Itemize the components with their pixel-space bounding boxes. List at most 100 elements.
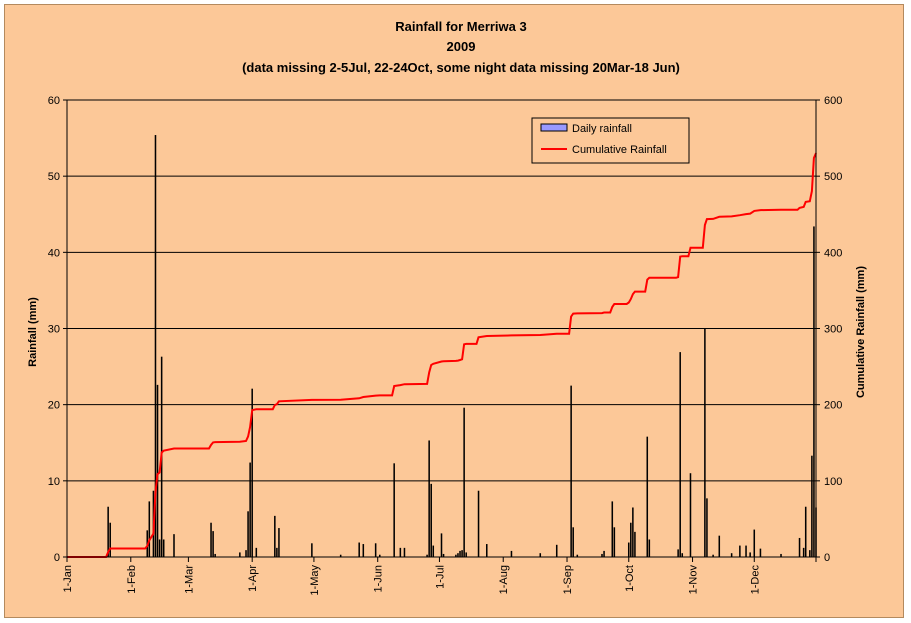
daily-rainfall-bar [399,547,402,557]
daily-rainfall-bar [212,531,214,557]
daily-rainfall-bar [339,554,342,557]
daily-rainfall-bar [648,539,651,557]
y2-tick-label: 400 [824,247,842,259]
daily-rainfall-bar [745,545,747,557]
y2-tick-label: 600 [824,95,842,107]
daily-rainfall-bars [107,135,817,558]
y2-tick-label: 100 [824,476,842,488]
chart-title: Rainfall for Merriwa 3 [395,19,526,34]
y2-tick-label: 300 [824,324,842,336]
daily-rainfall-bar [255,547,258,557]
daily-rainfall-bar [459,550,461,557]
daily-rainfall-bar [403,547,406,557]
daily-rainfall-bar [461,550,463,557]
daily-rainfall-bar [465,552,467,557]
daily-rainfall-bar [148,501,151,557]
daily-rainfall-bar [239,552,241,557]
daily-rainfall-bar [210,522,212,557]
daily-rainfall-bar [570,385,572,557]
daily-rainfall-bar [627,542,630,557]
daily-rainfall-bar [611,501,614,557]
daily-rainfall-bar [276,547,278,557]
daily-rainfall-bar [173,534,175,557]
daily-rainfall-bar [601,553,603,557]
daily-rainfall-bar [811,455,813,557]
daily-rainfall-bar [455,554,457,557]
x-tick-label: 1-Nov [688,565,700,595]
legend-label-cumulative: Cumulative Rainfall [572,144,667,156]
legend-label-daily: Daily rainfall [572,123,632,135]
y-tick-label: 10 [48,476,60,488]
x-tick-label: 1-Jan [62,565,74,593]
daily-rainfall-bar [630,522,632,557]
x-tick-label: 1-Feb [126,565,138,594]
y-axis-label: Rainfall (mm) [27,297,39,367]
daily-rainfall-bar [539,553,542,557]
x-tick-label: 1-Jul [434,565,446,589]
daily-rainfall-bar [613,527,616,557]
daily-rainfall-bar [813,226,815,558]
daily-rainfall-bar [430,483,432,557]
chart-note: (data missing 2-5Jul, 22-24Oct, some nig… [242,60,680,75]
daily-rainfall-bar [374,543,377,557]
axes [63,99,820,562]
daily-rainfall-bar [603,550,605,557]
y2-tick-label: 500 [824,171,842,183]
y2-axis-label: Cumulative Rainfall (mm) [855,266,867,398]
daily-rainfall-bar [362,544,365,557]
daily-rainfall-bar [804,506,807,557]
daily-rainfall-bar [679,352,681,557]
daily-rainfall-bar [249,462,251,557]
daily-rainfall-bar [809,550,811,557]
x-tick-label: 1-Mar [183,565,195,594]
daily-rainfall-bar [457,553,459,557]
x-tick-label: 1-Oct [624,565,636,592]
daily-rainfall-bar [759,548,762,557]
daily-rainfall-bar [677,549,679,557]
x-tick-label: 1-Jun [373,565,385,593]
daily-rainfall-bar [463,407,465,557]
daily-rainfall-bar [156,384,159,557]
daily-rainfall-bar [109,522,111,557]
daily-rainfall-bar [646,436,649,557]
daily-rainfall-bar [154,135,157,557]
daily-rainfall-bar [214,553,216,557]
daily-rainfall-bar [510,550,513,557]
y2-tick-label: 0 [824,552,830,564]
daily-rainfall-bar [802,547,805,557]
cumulative-rainfall-line [67,152,817,558]
y-tick-label: 30 [48,324,60,336]
daily-rainfall-bar [572,527,574,557]
daily-rainfall-bar [555,544,558,557]
daily-rainfall-bar [432,545,435,557]
daily-rainfall-bar [278,528,280,557]
daily-rainfall-bar [378,554,381,557]
daily-rainfall-bar [798,537,801,557]
daily-rainfall-bar [440,533,443,557]
daily-rainfall-bar [681,553,684,557]
y-tick-label: 0 [54,552,60,564]
daily-rainfall-bar [477,490,480,557]
daily-rainfall-bar [704,328,706,557]
grid-lines [67,99,816,482]
daily-rainfall-bar [247,511,249,557]
daily-rainfall-bar [485,544,488,557]
x-tick-label: 1-Apr [247,565,259,592]
cumulative-rainfall-line-group [67,152,817,558]
y-tick-label: 40 [48,247,60,259]
daily-rainfall-bar [632,507,634,557]
x-tick-label: 1-Aug [498,565,510,594]
daily-rainfall-bar [158,539,161,557]
daily-rainfall-bar [718,535,721,557]
x-tick-label: 1-Sep [562,565,574,594]
y-tick-label: 60 [48,95,60,107]
daily-rainfall-bar [426,554,428,557]
daily-rainfall-bar [251,388,253,557]
daily-rainfall-bar [730,553,733,557]
daily-rainfall-bar [689,473,692,557]
daily-rainfall-bar [712,554,714,557]
daily-rainfall-bar [780,553,782,557]
daily-rainfall-bar [576,554,579,557]
daily-rainfall-bar [706,498,708,557]
